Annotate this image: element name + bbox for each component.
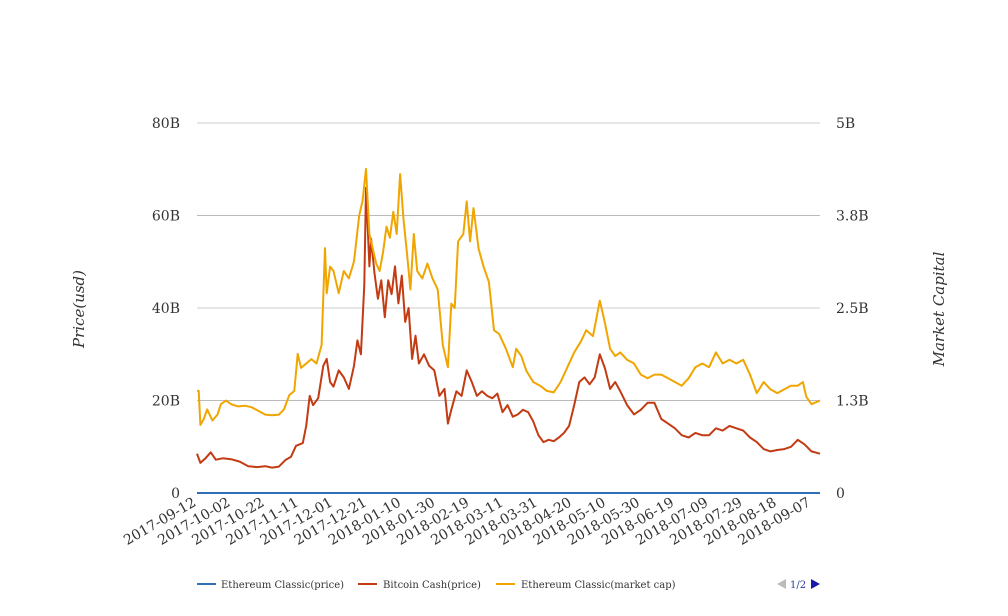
x-axis-ticks: 2017-09-122017-10-022017-10-222017-11-11… [121,495,813,549]
y-axis-title-left: Price(usd) [70,270,88,349]
legend-pager: 1/2 [777,579,820,591]
legend-item-bitcoin-cash-price[interactable]: Bitcoin Cash(price) [358,580,481,591]
y-tick-label-left: 60B [152,209,180,225]
right-y-axis-ticks: 0 1.3B 2.5B 3.8B 5B [836,116,869,502]
triangle-left-icon[interactable] [777,579,786,589]
y-tick-label-left: 80B [152,116,180,132]
y-tick-label-left: 40B [152,301,180,317]
y-tick-label-right: 5B [836,116,855,132]
series-lines [196,167,821,494]
legend-label: Ethereum Classic(price) [221,580,344,591]
series-line-ethereum-classic-market-cap[interactable] [197,167,821,426]
y-tick-label-left: 20B [152,394,180,410]
y-tick-label-right: 0 [836,486,845,502]
legend-item-ethereum-classic-price[interactable]: Ethereum Classic(price) [197,580,344,591]
legend-label: Ethereum Classic(market cap) [521,580,676,591]
triangle-right-icon[interactable] [811,579,820,589]
y-tick-label-left: 0 [171,486,180,502]
y-tick-label-right: 3.8B [836,209,869,225]
y-tick-label-right: 1.3B [836,394,869,410]
series-line-bitcoin-cash-price[interactable] [196,186,821,469]
legend: Ethereum Classic(price) Bitcoin Cash(pri… [197,579,820,591]
y-axis-title-right: Market Capital [930,251,948,367]
left-y-axis-ticks: 0 20B 40B 60B 80B [152,116,180,502]
legend-item-ethereum-classic-market-cap[interactable]: Ethereum Classic(market cap) [496,580,676,591]
grid-lines [197,122,820,494]
y-tick-label-right: 2.5B [836,301,869,317]
legend-label: Bitcoin Cash(price) [383,580,481,591]
legend-pager-label: 1/2 [790,580,806,591]
